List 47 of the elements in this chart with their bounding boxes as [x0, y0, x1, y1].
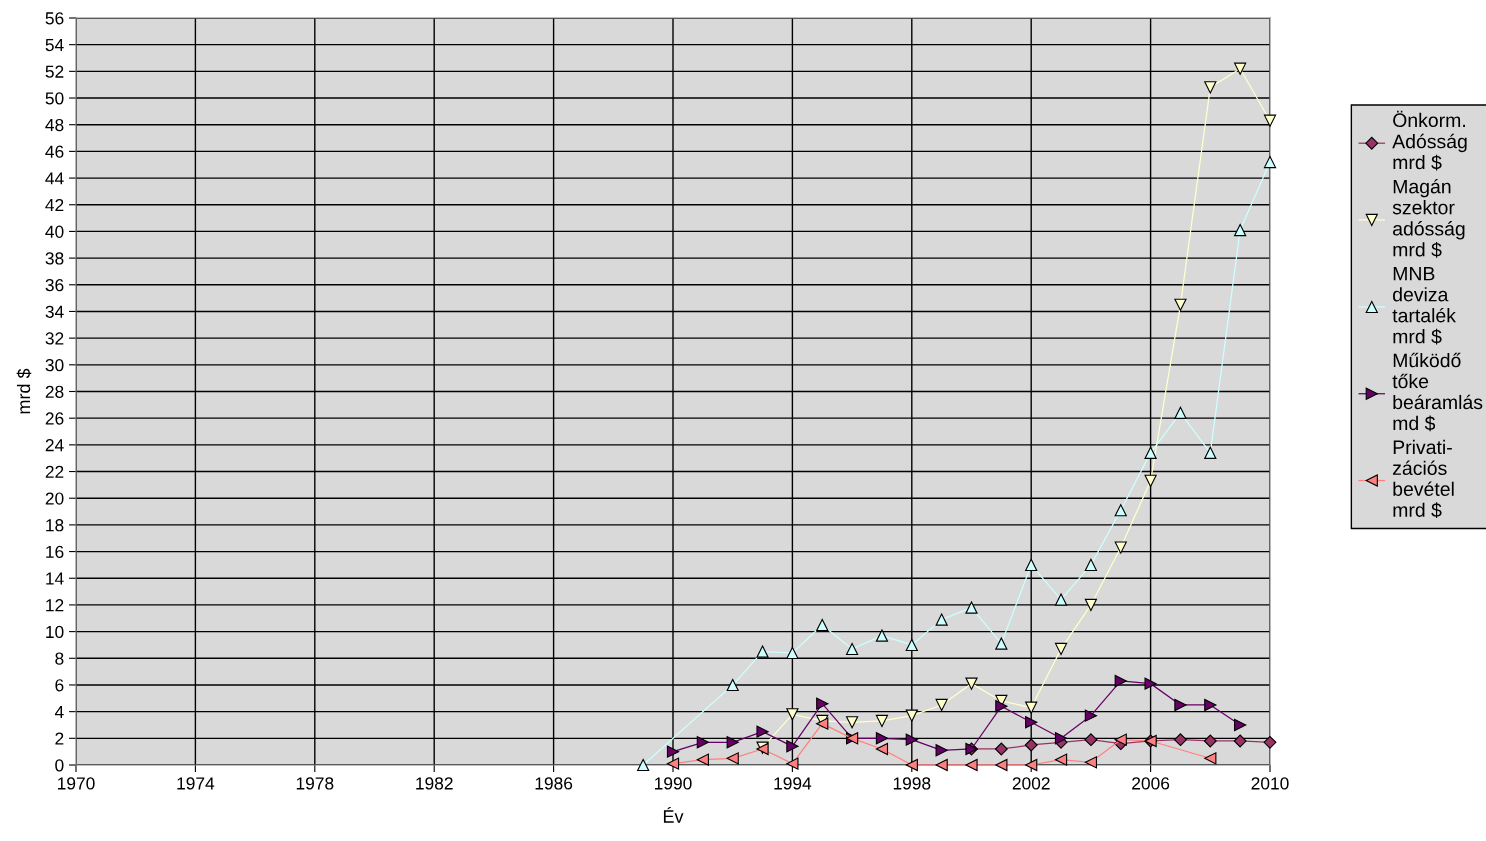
y-tick-label: 16: [46, 545, 64, 559]
y-tick-label: 52: [45, 65, 64, 78]
legend-label: Magán szektor adósság mrd $: [1392, 178, 1465, 258]
y-tick-label: 14: [46, 572, 64, 585]
x-tick-label: 1978: [296, 777, 334, 790]
y-tick-label: 40: [45, 225, 64, 238]
y-tick-label: 12: [46, 599, 64, 612]
x-tick-label: 1998: [893, 777, 931, 790]
y-tick-label: 44: [45, 172, 64, 185]
y-tick-label: 4: [54, 705, 64, 718]
y-tick-label: 50: [45, 92, 64, 105]
y-tick-label: 48: [45, 118, 64, 132]
y-tick-label: 8: [55, 652, 64, 665]
y-tick-label: 22: [45, 465, 64, 478]
y-tick-label: 6: [55, 679, 64, 692]
y-tick-label: 18: [46, 519, 64, 532]
legend-label: Működő tőke beáramlás md $: [1392, 352, 1483, 432]
x-tick-label: 1982: [416, 777, 453, 790]
y-tick-label: 20: [45, 492, 64, 505]
y-tick-label: 38: [45, 252, 64, 265]
y-tick-label: 26: [45, 412, 64, 425]
x-tick-label: 1970: [58, 777, 95, 790]
y-tick-label: 56: [45, 12, 64, 25]
y-tick-label: 10: [46, 625, 64, 639]
x-axis-title: Év: [663, 807, 684, 823]
y-tick-label: 54: [45, 39, 64, 52]
y-tick-label: 2: [55, 732, 64, 745]
legend-label: Önkorm. Adósság mrd $: [1392, 110, 1467, 171]
y-tick-label: 30: [45, 358, 64, 372]
y-axis-title: mrd $: [16, 368, 32, 414]
legend-label: MNB deviza tartalék mrd $: [1392, 266, 1456, 345]
x-tick-label: 2010: [1251, 777, 1289, 790]
y-tick-label: 28: [45, 385, 64, 398]
x-tick-label: 1990: [655, 777, 692, 790]
y-tick-label: 46: [45, 145, 64, 158]
x-tick-label: 1994: [774, 777, 812, 790]
y-tick-label: 0: [55, 759, 64, 772]
x-tick-label: 1986: [535, 777, 573, 790]
y-tick-label: 24: [45, 439, 64, 452]
x-tick-label: 2002: [1012, 777, 1050, 790]
x-tick-label: 2006: [1132, 777, 1170, 790]
x-tick-label: 1974: [177, 777, 215, 790]
legend-label: Privati- zációs bevétel mrd $: [1392, 439, 1454, 519]
y-tick-label: 42: [45, 198, 64, 212]
y-tick-label: 36: [45, 278, 64, 292]
y-tick-label: 34: [45, 305, 64, 318]
y-tick-label: 32: [45, 332, 64, 345]
